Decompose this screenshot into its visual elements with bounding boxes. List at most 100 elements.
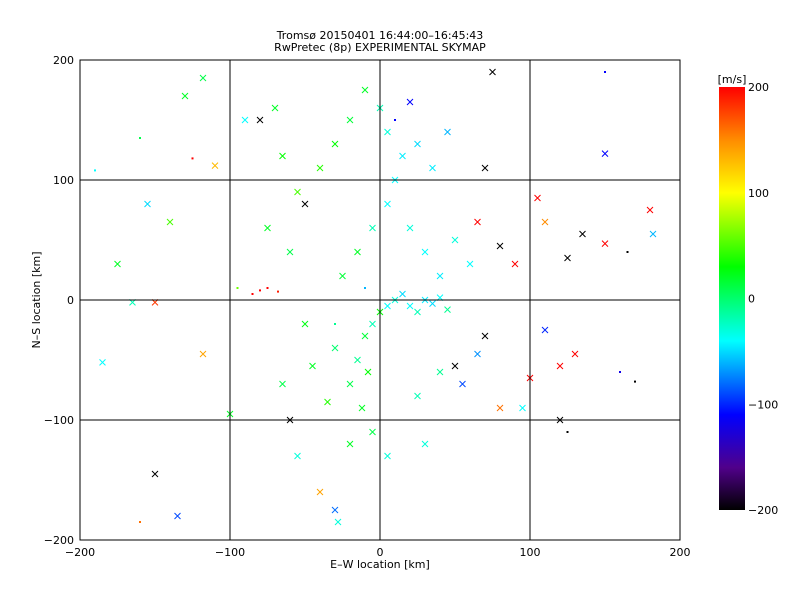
scatter-point-cross bbox=[309, 362, 316, 370]
scatter-point-dot bbox=[139, 137, 141, 139]
y-ticks: −200 −100 0 100 200 bbox=[44, 54, 74, 547]
scatter-point-cross bbox=[144, 200, 151, 208]
scatter-point-cross bbox=[414, 140, 421, 148]
colorbar-tick-label: −200 bbox=[748, 504, 778, 517]
scatter-point-cross bbox=[421, 440, 429, 448]
scatter-point-cross bbox=[444, 306, 451, 313]
scatter-point-cross bbox=[174, 512, 181, 520]
scatter-point-cross bbox=[496, 242, 504, 250]
scatter-point-cross bbox=[436, 272, 444, 280]
scatter-point-dot bbox=[334, 323, 336, 325]
scatter-point-cross bbox=[466, 260, 474, 268]
scatter-point-cross bbox=[459, 380, 466, 388]
x-tick-label: 100 bbox=[520, 546, 541, 559]
scatter-point-dot bbox=[566, 431, 569, 433]
scatter-points bbox=[94, 68, 657, 526]
scatter-point-cross bbox=[421, 248, 429, 256]
scatter-point-dot bbox=[626, 251, 629, 253]
scatter-point-cross bbox=[199, 350, 207, 358]
x-tick-label: 0 bbox=[377, 546, 384, 559]
scatter-point-cross bbox=[399, 152, 406, 160]
scatter-point-cross bbox=[279, 152, 286, 160]
scatter-point-cross bbox=[519, 404, 526, 412]
scatter-point-cross bbox=[346, 116, 354, 124]
scatter-point-cross bbox=[369, 320, 376, 328]
scatter-point-dot bbox=[94, 169, 96, 172]
x-tick-label: −200 bbox=[65, 546, 95, 559]
scatter-point-cross bbox=[474, 350, 481, 358]
scatter-point-cross bbox=[429, 164, 436, 172]
scatter-point-cross bbox=[436, 368, 444, 376]
scatter-point-cross bbox=[294, 452, 301, 460]
scatter-point-cross bbox=[369, 428, 376, 436]
scatter-point-cross bbox=[384, 128, 391, 136]
scatter-point-cross bbox=[354, 248, 361, 256]
scatter-point-cross bbox=[286, 248, 294, 256]
scatter-point-cross bbox=[406, 98, 414, 106]
scatter-point-cross bbox=[541, 218, 549, 226]
x-ticks: −200 −100 0 100 200 bbox=[65, 546, 691, 559]
scatter-point-cross bbox=[294, 188, 301, 196]
scatter-point-cross bbox=[331, 344, 339, 352]
scatter-point-cross bbox=[481, 332, 489, 340]
y-tick-label: 0 bbox=[67, 294, 74, 307]
scatter-point-cross bbox=[384, 302, 391, 310]
chart-title: Tromsø 20150401 16:44:00–16:45:43 bbox=[276, 29, 484, 42]
scatter-point-cross bbox=[334, 518, 342, 526]
scatter-point-cross bbox=[361, 332, 369, 340]
scatter-point-dot bbox=[364, 287, 366, 289]
scatter-point-cross bbox=[241, 116, 249, 124]
scatter-point-cross bbox=[264, 224, 271, 232]
scatter-point-cross bbox=[339, 272, 346, 280]
scatter-point-cross bbox=[279, 380, 286, 388]
scatter-point-cross bbox=[601, 240, 609, 247]
scatter-point-cross bbox=[166, 218, 174, 226]
x-axis-label: E–W location [km] bbox=[330, 558, 430, 571]
scatter-point-cross bbox=[601, 150, 609, 157]
scatter-point-cross bbox=[354, 356, 361, 364]
scatter-point-cross bbox=[406, 224, 414, 232]
y-axis-label: N–S location [km] bbox=[30, 251, 43, 348]
colorbar-label: [m/s] bbox=[718, 73, 747, 86]
y-tick-label: 100 bbox=[53, 174, 74, 187]
x-tick-label: 200 bbox=[670, 546, 691, 559]
scatter-point-cross bbox=[99, 359, 106, 366]
scatter-point-cross bbox=[316, 488, 324, 496]
colorbar-tick-label: −100 bbox=[748, 398, 778, 411]
scatter-point-cross bbox=[429, 300, 436, 307]
scatter-point-cross bbox=[331, 140, 339, 148]
scatter-point-cross bbox=[571, 350, 579, 358]
scatter-point-cross bbox=[346, 440, 354, 448]
scatter-point-cross bbox=[444, 128, 451, 136]
scatter-point-dot bbox=[604, 71, 606, 73]
scatter-point-cross bbox=[496, 404, 504, 412]
colorbar-tick-label: 200 bbox=[748, 81, 769, 94]
scatter-point-cross bbox=[451, 362, 459, 370]
scatter-point-cross bbox=[474, 218, 481, 226]
scatter-point-dot bbox=[139, 521, 141, 523]
scatter-point-cross bbox=[301, 320, 309, 328]
scatter-point-cross bbox=[316, 164, 324, 172]
scatter-point-dot bbox=[619, 371, 621, 373]
scatter-point-cross bbox=[114, 260, 121, 268]
scatter-point-dot bbox=[266, 287, 269, 289]
scatter-point-cross bbox=[301, 200, 309, 208]
scatter-point-cross bbox=[414, 392, 421, 400]
scatter-point-dot bbox=[394, 119, 396, 121]
scatter-point-cross bbox=[564, 254, 571, 262]
y-tick-label: −100 bbox=[44, 414, 74, 427]
scatter-point-cross bbox=[369, 224, 376, 232]
scatter-point-cross bbox=[556, 362, 564, 370]
scatter-point-cross bbox=[331, 506, 339, 514]
scatter-point-cross bbox=[489, 68, 496, 76]
scatter-point-cross bbox=[181, 92, 189, 100]
scatter-point-cross bbox=[579, 230, 586, 238]
scatter-point-cross bbox=[364, 368, 372, 376]
scatter-point-cross bbox=[199, 74, 207, 82]
colorbar-tick-label: 0 bbox=[748, 293, 755, 306]
scatter-point-cross bbox=[406, 302, 414, 310]
scatter-point-cross bbox=[649, 230, 657, 238]
scatter-point-dot bbox=[236, 287, 239, 289]
scatter-point-cross bbox=[384, 200, 391, 208]
